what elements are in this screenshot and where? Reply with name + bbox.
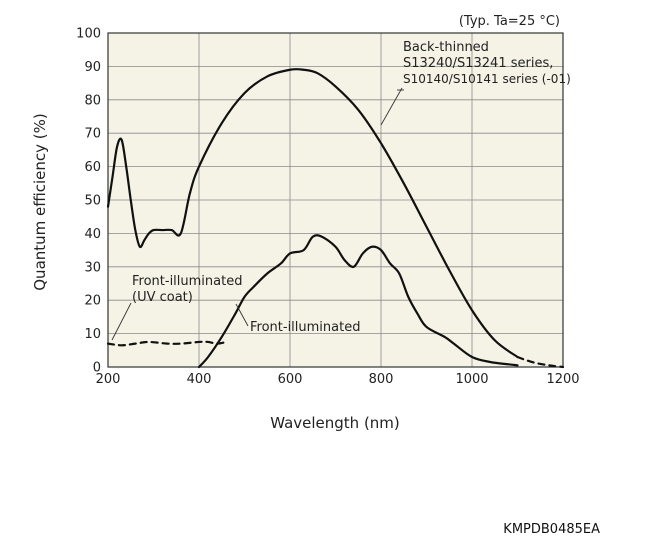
- y-tick-label-10: 10: [84, 327, 101, 342]
- condition-label: (Typ. Ta=25 °C): [459, 14, 560, 29]
- y-tick-label-50: 50: [84, 194, 101, 209]
- front-illuminated-label: Front-illuminated: [250, 320, 360, 335]
- y-tick-label-100: 100: [76, 27, 101, 42]
- back-thinned-curve: [106, 68, 519, 359]
- y-tick-label-60: 60: [84, 160, 101, 175]
- y-tick-label-90: 90: [84, 60, 101, 75]
- x-tick-label-1000: 1000: [455, 372, 488, 387]
- x-tick-label-400: 400: [187, 372, 212, 387]
- y-tick-label-0: 0: [93, 361, 101, 376]
- back-thinned-label-line2: S13240/S13241 series,: [403, 56, 553, 71]
- back-thinned-leader: [380, 87, 403, 126]
- front-uv-label-line2: (UV coat): [132, 290, 193, 305]
- front-uv-leader: [111, 302, 132, 341]
- x-tick-label-800: 800: [369, 372, 394, 387]
- x-tick-label-600: 600: [278, 372, 303, 387]
- x-axis-title: Wavelength (nm): [270, 414, 400, 432]
- back-thinned-label-line1: Back-thinned: [403, 40, 489, 55]
- y-tick-label-40: 40: [84, 227, 101, 242]
- x-tick-label-200: 200: [96, 372, 121, 387]
- y-axis-title: Quantum efficiency (%): [31, 113, 49, 291]
- y-tick-label-80: 80: [84, 93, 101, 108]
- back-thinned-label-line3: S10140/S10141 series (-01): [403, 72, 571, 86]
- x-tick-label-1200: 1200: [546, 372, 579, 387]
- document-code: KMPDB0485EA: [503, 522, 600, 537]
- front-uv-coat-dashed-curve: [106, 340, 228, 347]
- y-tick-label-70: 70: [84, 127, 101, 142]
- front-uv-label-line1: Front-illuminated: [132, 274, 242, 289]
- y-tick-label-20: 20: [84, 294, 101, 309]
- front-illuminated-leader: [235, 303, 249, 327]
- front-illuminated-curve: [197, 234, 519, 369]
- y-tick-label-30: 30: [84, 260, 101, 275]
- back-thinned-tail-dashed: [516, 355, 565, 369]
